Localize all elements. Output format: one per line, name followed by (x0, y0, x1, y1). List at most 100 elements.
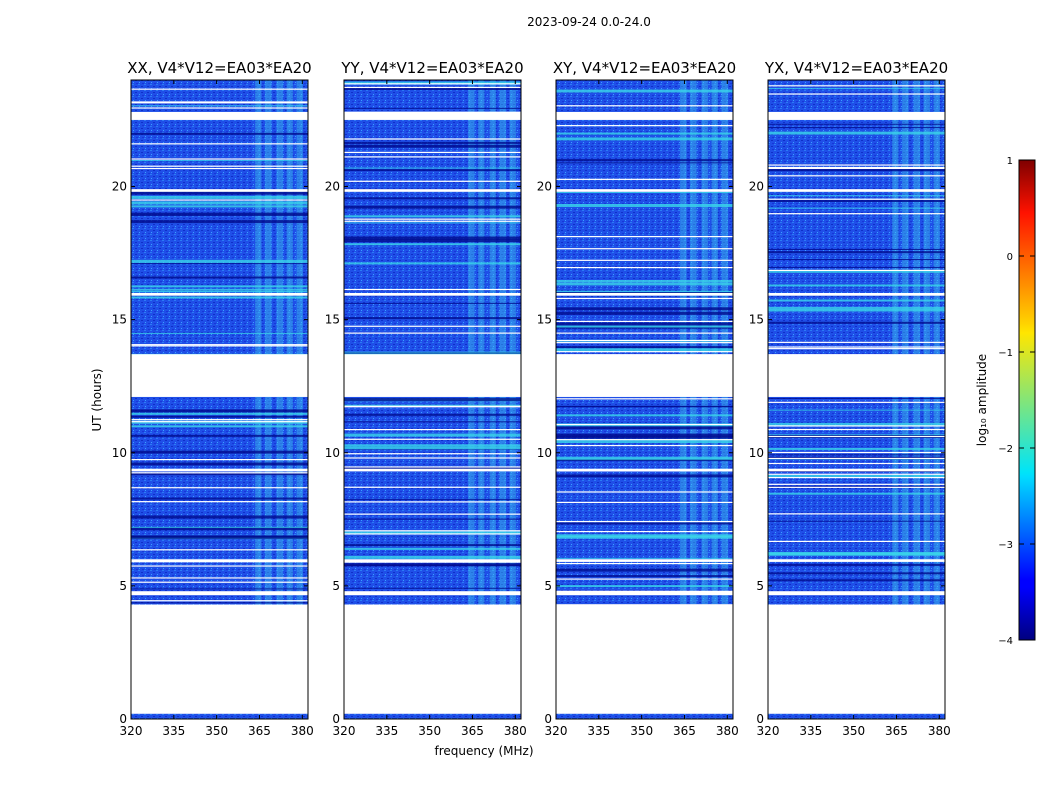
time-streak (768, 251, 945, 254)
flag-line (344, 180, 521, 182)
flag-line (768, 294, 945, 296)
flag-line (768, 269, 945, 272)
time-streak (344, 317, 521, 320)
figure-title: 2023-09-24 0.0-24.0 (527, 15, 651, 29)
time-streak (768, 447, 945, 450)
flag-line (768, 175, 945, 177)
time-streak (768, 551, 945, 555)
rfi-column (933, 396, 940, 605)
time-streak (344, 518, 521, 520)
time-streak (556, 474, 733, 478)
rfi-column (701, 396, 708, 605)
flag-line (556, 604, 733, 606)
panel-title: YY, V4*V12=EA03*EA20 (340, 59, 523, 77)
colorbar-tick-label: 1 (1007, 156, 1013, 167)
colorbar-tick-label: −3 (998, 540, 1013, 551)
y-tick-label: 10 (112, 446, 127, 460)
time-streak (768, 258, 945, 260)
flag-line (131, 561, 308, 563)
time-streak (556, 307, 733, 311)
flagged-band (768, 468, 945, 472)
y-tick-label: 5 (119, 579, 127, 593)
rfi-column (690, 396, 697, 605)
panel-frame (767, 79, 946, 720)
spectrum-block (556, 713, 733, 719)
rfi-column (902, 80, 909, 355)
flag-line (556, 339, 733, 342)
time-streak (131, 105, 308, 107)
rfi-column (286, 80, 293, 355)
y-tick-label: 5 (756, 579, 764, 593)
y-tick-label: 15 (537, 313, 552, 327)
flagged-band (344, 354, 521, 397)
time-streak (768, 306, 945, 310)
flagged-band (344, 591, 521, 596)
time-streak (344, 215, 521, 218)
x-tick-label: 380 (504, 724, 527, 738)
time-streak (768, 454, 945, 456)
flagged-band (344, 293, 521, 296)
time-streak (131, 132, 308, 135)
flag-line (131, 577, 308, 579)
time-streak (768, 284, 945, 287)
flag-line (344, 218, 521, 220)
flag-line (768, 401, 945, 403)
x-tick-label: 365 (248, 724, 271, 738)
flag-line (131, 344, 308, 346)
dynamic-spectrum (556, 80, 733, 719)
flag-line (768, 213, 945, 215)
colorbar-ticks: 1 0 −1 −2 −3 −4 (998, 156, 1035, 647)
flagged-band (768, 293, 945, 296)
x-tick-label: 380 (716, 724, 739, 738)
rfi-column (721, 80, 728, 355)
flag-line (344, 513, 521, 515)
time-streak (131, 450, 308, 454)
time-streak (344, 262, 521, 265)
flagged-band (768, 189, 945, 192)
time-streak (131, 409, 308, 413)
time-streak (131, 276, 308, 279)
rfi-column (902, 396, 909, 605)
time-streak (556, 159, 733, 162)
flagged-band (131, 604, 308, 714)
flag-line (556, 248, 733, 250)
rfi-column (892, 396, 899, 605)
time-streak (556, 280, 733, 283)
flag-line (768, 483, 945, 485)
flag-line (131, 581, 308, 583)
flagged-band (556, 354, 733, 397)
time-streak (344, 433, 521, 437)
time-streak (768, 168, 945, 172)
x-tick-label: 335 (587, 724, 610, 738)
time-streak (131, 588, 308, 590)
rfi-column (296, 396, 303, 605)
colorbar-tick-label: 0 (1007, 252, 1013, 263)
rfi-column (489, 396, 496, 605)
flag-line (131, 549, 308, 551)
time-streak (556, 132, 733, 135)
flag-line (556, 530, 733, 533)
flag-line (131, 158, 308, 160)
panel-title: XY, V4*V12=EA03*EA20 (553, 59, 736, 77)
time-streak (768, 207, 945, 209)
time-streak (556, 575, 733, 578)
rfi-column (255, 80, 262, 355)
time-streak (556, 535, 733, 539)
flag-line (131, 165, 308, 167)
time-streak (131, 526, 308, 528)
flag-line (131, 143, 308, 145)
panel-frame (555, 79, 734, 720)
time-streak (556, 203, 733, 207)
flag-line (344, 466, 521, 468)
time-streak (131, 602, 308, 604)
flag-line (344, 138, 521, 140)
flag-line (768, 540, 945, 543)
time-streak (556, 325, 733, 328)
colorbar-tick-label: −4 (998, 636, 1013, 647)
y-tick-label: 0 (332, 712, 340, 726)
flagged-band (344, 468, 521, 472)
panel-title: YX, V4*V12=EA03*EA20 (764, 59, 948, 77)
flag-line (556, 501, 733, 504)
rfi-column (509, 396, 516, 605)
x-tick-label: 320 (757, 724, 780, 738)
